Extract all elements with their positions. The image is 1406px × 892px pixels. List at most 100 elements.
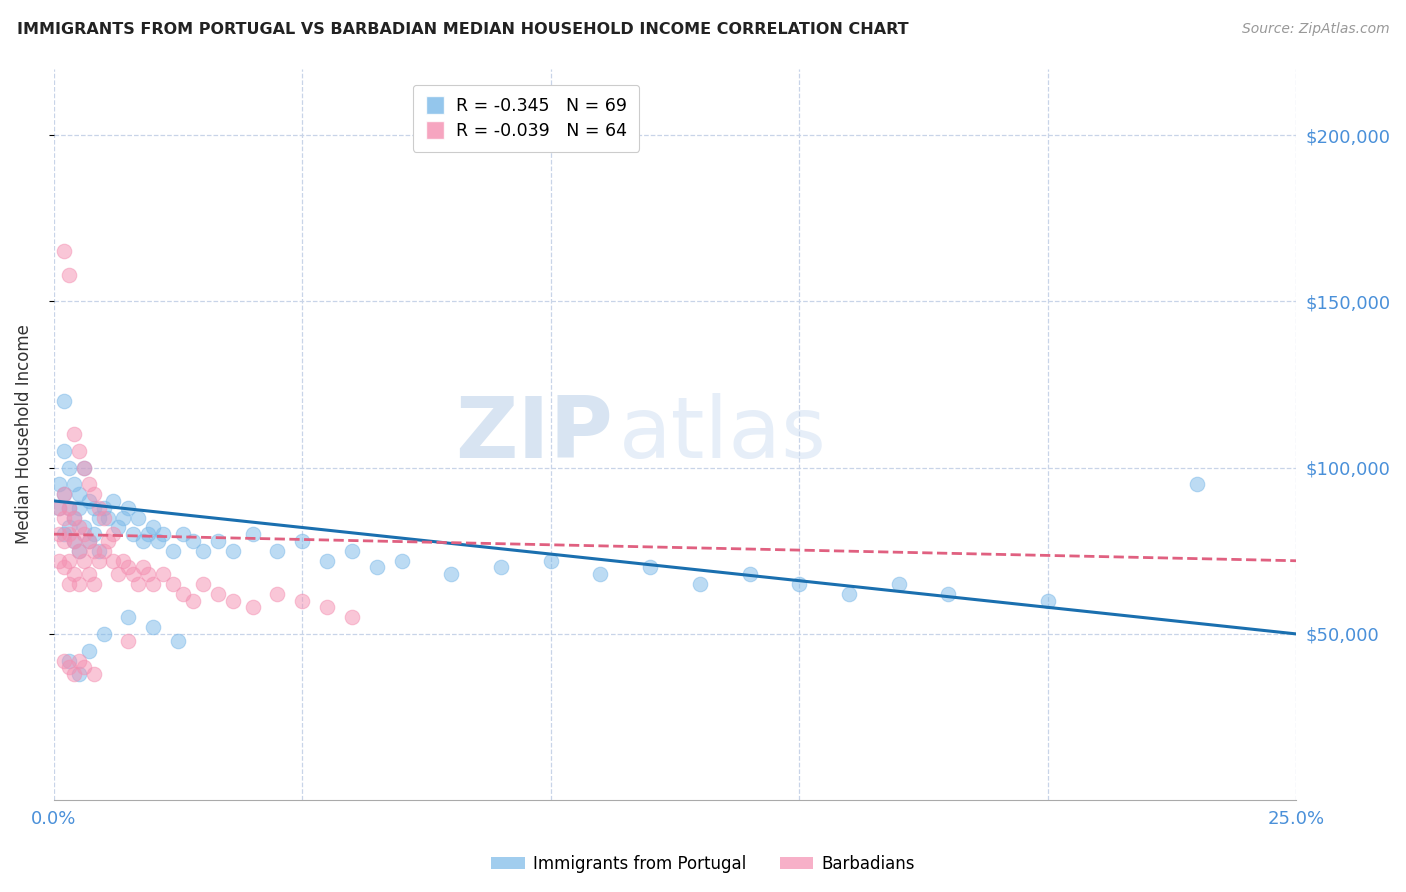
Point xyxy=(266,587,288,601)
Point xyxy=(52,560,75,574)
Point xyxy=(340,610,363,624)
Point xyxy=(122,527,145,541)
Legend: R = -0.345   N = 69, R = -0.039   N = 64: R = -0.345 N = 69, R = -0.039 N = 64 xyxy=(412,85,640,152)
Point xyxy=(316,600,339,615)
Point xyxy=(52,487,75,501)
Point xyxy=(62,533,84,548)
Point xyxy=(52,487,75,501)
Point xyxy=(52,533,75,548)
Point xyxy=(48,477,70,491)
Point xyxy=(77,567,100,582)
Point xyxy=(107,567,129,582)
Point xyxy=(242,600,264,615)
Point xyxy=(83,487,105,501)
Point xyxy=(67,444,90,458)
Point xyxy=(77,477,100,491)
Point xyxy=(67,500,90,515)
Point xyxy=(136,567,159,582)
Point xyxy=(93,500,115,515)
Point xyxy=(291,533,314,548)
Point xyxy=(48,500,70,515)
Point xyxy=(391,554,413,568)
Point xyxy=(72,554,94,568)
Point xyxy=(52,244,75,259)
Point xyxy=(77,643,100,657)
Point xyxy=(62,533,84,548)
Point xyxy=(127,577,149,591)
Point xyxy=(58,268,80,282)
Point xyxy=(83,543,105,558)
Point xyxy=(93,510,115,524)
Point xyxy=(191,577,214,591)
Point xyxy=(77,533,100,548)
Legend: Immigrants from Portugal, Barbadians: Immigrants from Portugal, Barbadians xyxy=(485,848,921,880)
Point xyxy=(172,527,194,541)
Point xyxy=(127,510,149,524)
Point xyxy=(142,520,165,534)
Point xyxy=(87,500,110,515)
Point xyxy=(440,567,463,582)
Point xyxy=(1185,477,1208,491)
Point xyxy=(72,460,94,475)
Point xyxy=(83,666,105,681)
Point xyxy=(83,527,105,541)
Point xyxy=(207,587,229,601)
Point xyxy=(58,654,80,668)
Point xyxy=(266,543,288,558)
Point xyxy=(148,533,170,548)
Point xyxy=(87,510,110,524)
Point xyxy=(62,477,84,491)
Point xyxy=(67,577,90,591)
Point xyxy=(87,554,110,568)
Point xyxy=(112,510,135,524)
Text: Source: ZipAtlas.com: Source: ZipAtlas.com xyxy=(1241,22,1389,37)
Point xyxy=(67,654,90,668)
Point xyxy=(97,510,120,524)
Point xyxy=(132,533,155,548)
Point xyxy=(72,460,94,475)
Point xyxy=(58,460,80,475)
Point xyxy=(103,527,125,541)
Point xyxy=(62,666,84,681)
Point xyxy=(340,543,363,558)
Point xyxy=(366,560,388,574)
Point xyxy=(83,500,105,515)
Point xyxy=(103,494,125,508)
Point xyxy=(689,577,711,591)
Y-axis label: Median Household Income: Median Household Income xyxy=(15,325,32,544)
Text: atlas: atlas xyxy=(619,392,827,475)
Point xyxy=(93,543,115,558)
Point xyxy=(162,577,184,591)
Point xyxy=(142,577,165,591)
Point xyxy=(58,500,80,515)
Point xyxy=(787,577,810,591)
Point xyxy=(58,577,80,591)
Point xyxy=(83,577,105,591)
Point xyxy=(58,500,80,515)
Point xyxy=(191,543,214,558)
Point xyxy=(52,510,75,524)
Point xyxy=(316,554,339,568)
Point xyxy=(52,654,75,668)
Text: IMMIGRANTS FROM PORTUGAL VS BARBADIAN MEDIAN HOUSEHOLD INCOME CORRELATION CHART: IMMIGRANTS FROM PORTUGAL VS BARBADIAN ME… xyxy=(17,22,908,37)
Point xyxy=(72,520,94,534)
Point xyxy=(93,627,115,641)
Point xyxy=(117,560,139,574)
Point xyxy=(936,587,959,601)
Point xyxy=(103,554,125,568)
Point xyxy=(58,554,80,568)
Point xyxy=(67,520,90,534)
Point xyxy=(122,567,145,582)
Point xyxy=(540,554,562,568)
Point xyxy=(838,587,860,601)
Point xyxy=(112,554,135,568)
Point xyxy=(67,666,90,681)
Point xyxy=(887,577,910,591)
Point xyxy=(48,554,70,568)
Point xyxy=(136,527,159,541)
Point xyxy=(132,560,155,574)
Point xyxy=(107,520,129,534)
Point xyxy=(48,500,70,515)
Point xyxy=(291,593,314,607)
Point xyxy=(172,587,194,601)
